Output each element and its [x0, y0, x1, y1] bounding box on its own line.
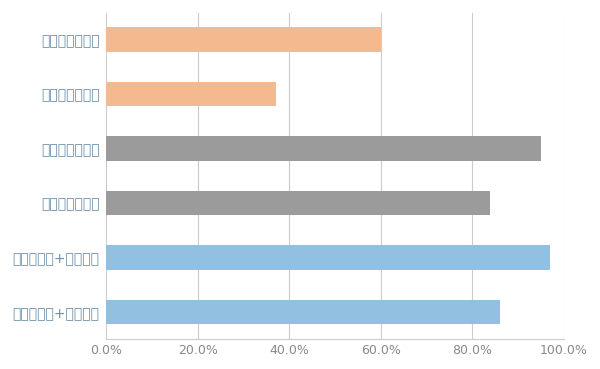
Bar: [106, 245, 550, 270]
Bar: [106, 82, 275, 106]
Bar: [106, 300, 500, 324]
Bar: [106, 137, 541, 161]
Bar: [106, 27, 381, 52]
Bar: [106, 191, 490, 215]
